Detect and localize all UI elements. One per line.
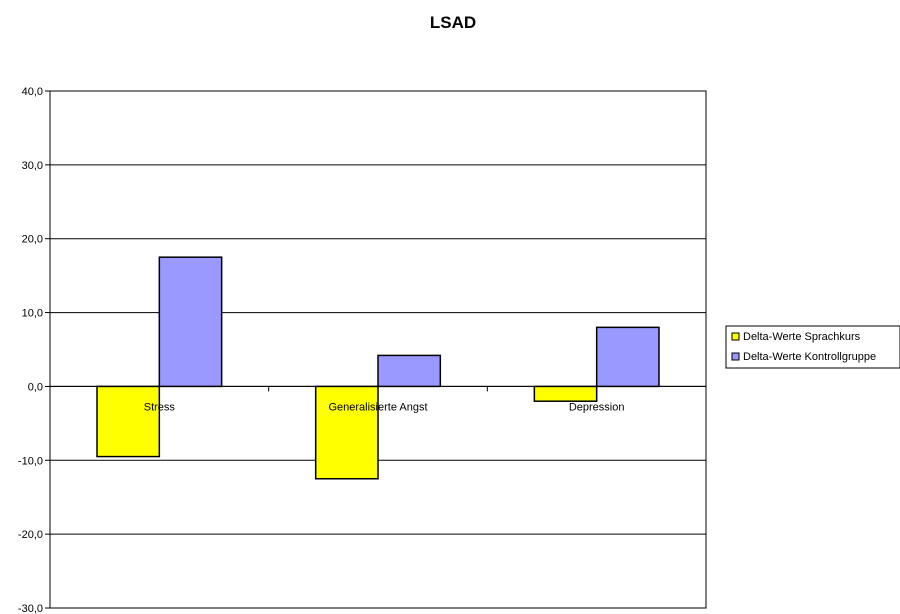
bar [533, 385, 598, 402]
y-tick-label: 30,0 [22, 160, 43, 172]
legend-swatch [731, 332, 740, 341]
y-tick-label: -30,0 [18, 603, 43, 614]
bar [377, 354, 442, 388]
y-tick-label: 10,0 [22, 308, 43, 320]
legend-label: Delta-Werte Sprachkurs [743, 331, 861, 343]
legend-box [725, 325, 900, 369]
bar [314, 385, 379, 480]
y-tick-label: 0,0 [28, 381, 43, 393]
y-tick-label: 20,0 [22, 234, 43, 246]
y-tick-label: -10,0 [18, 455, 43, 467]
category-label: Generalisierte Angst [328, 401, 427, 413]
bar [595, 326, 660, 388]
legend: Delta-Werte Sprachkurs Delta-Werte Kontro… [725, 325, 900, 369]
chart-title: LSAD [430, 13, 476, 32]
legend-swatch [731, 352, 740, 361]
y-tick-label: 40,0 [22, 86, 43, 98]
y-tick-label: -20,0 [18, 529, 43, 541]
legend-label: Delta-Werte Kontrollgruppe [743, 351, 876, 363]
category-label: Stress [144, 401, 176, 413]
bar [158, 256, 223, 388]
category-label: Depression [569, 401, 625, 413]
bar [96, 385, 161, 458]
axes: -30,0 -20,0 -10,0 0,0 10,0 20,0 30,0 40,0 Stress… [18, 86, 706, 614]
